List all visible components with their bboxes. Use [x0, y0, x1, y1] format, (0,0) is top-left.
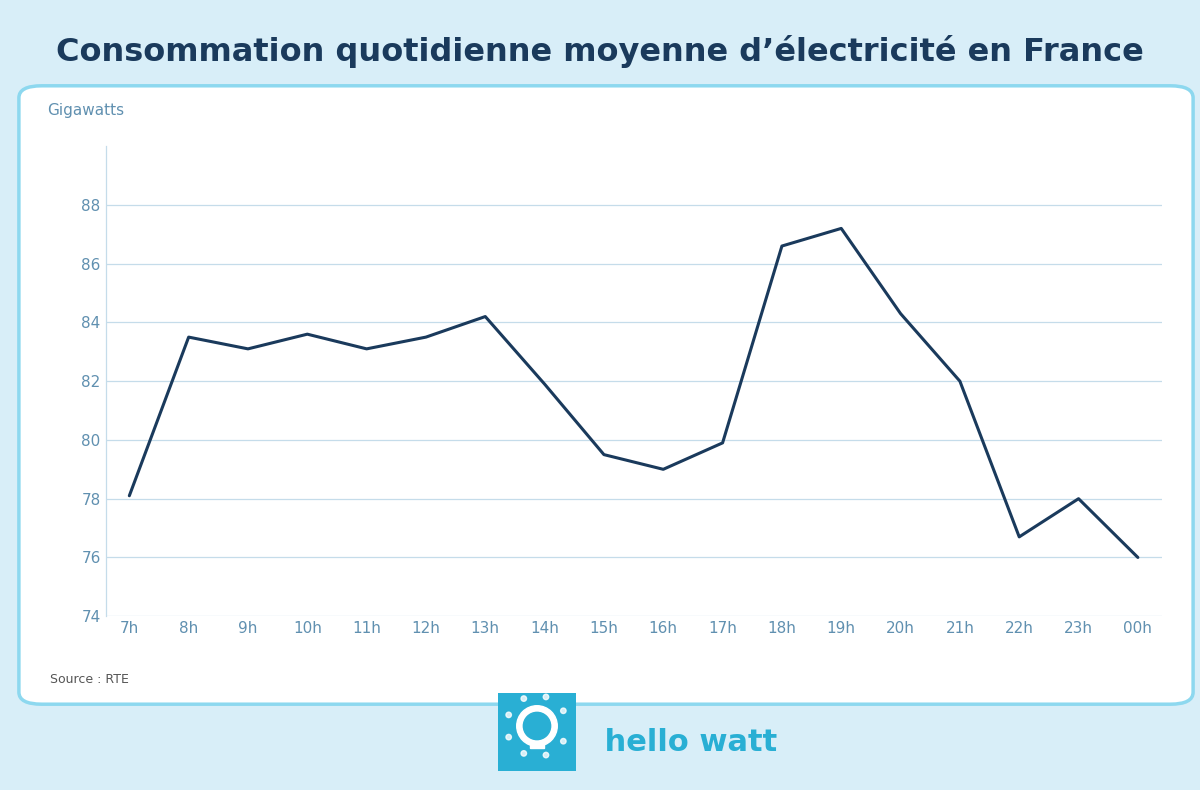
FancyBboxPatch shape [494, 689, 580, 775]
Circle shape [523, 713, 551, 739]
Circle shape [506, 712, 511, 717]
Circle shape [560, 739, 566, 744]
Circle shape [560, 708, 566, 713]
Circle shape [506, 735, 511, 740]
Text: Consommation quotidienne moyenne d’électricité en France: Consommation quotidienne moyenne d’élect… [56, 36, 1144, 69]
Text: Gigawatts: Gigawatts [48, 103, 125, 118]
Circle shape [517, 705, 557, 747]
Circle shape [521, 696, 527, 702]
Text: Source : RTE: Source : RTE [50, 673, 130, 686]
Circle shape [544, 752, 548, 758]
Circle shape [544, 694, 548, 700]
Bar [530, 736, 544, 748]
Text: hello watt: hello watt [594, 728, 778, 757]
Circle shape [521, 750, 527, 756]
FancyBboxPatch shape [19, 86, 1193, 704]
